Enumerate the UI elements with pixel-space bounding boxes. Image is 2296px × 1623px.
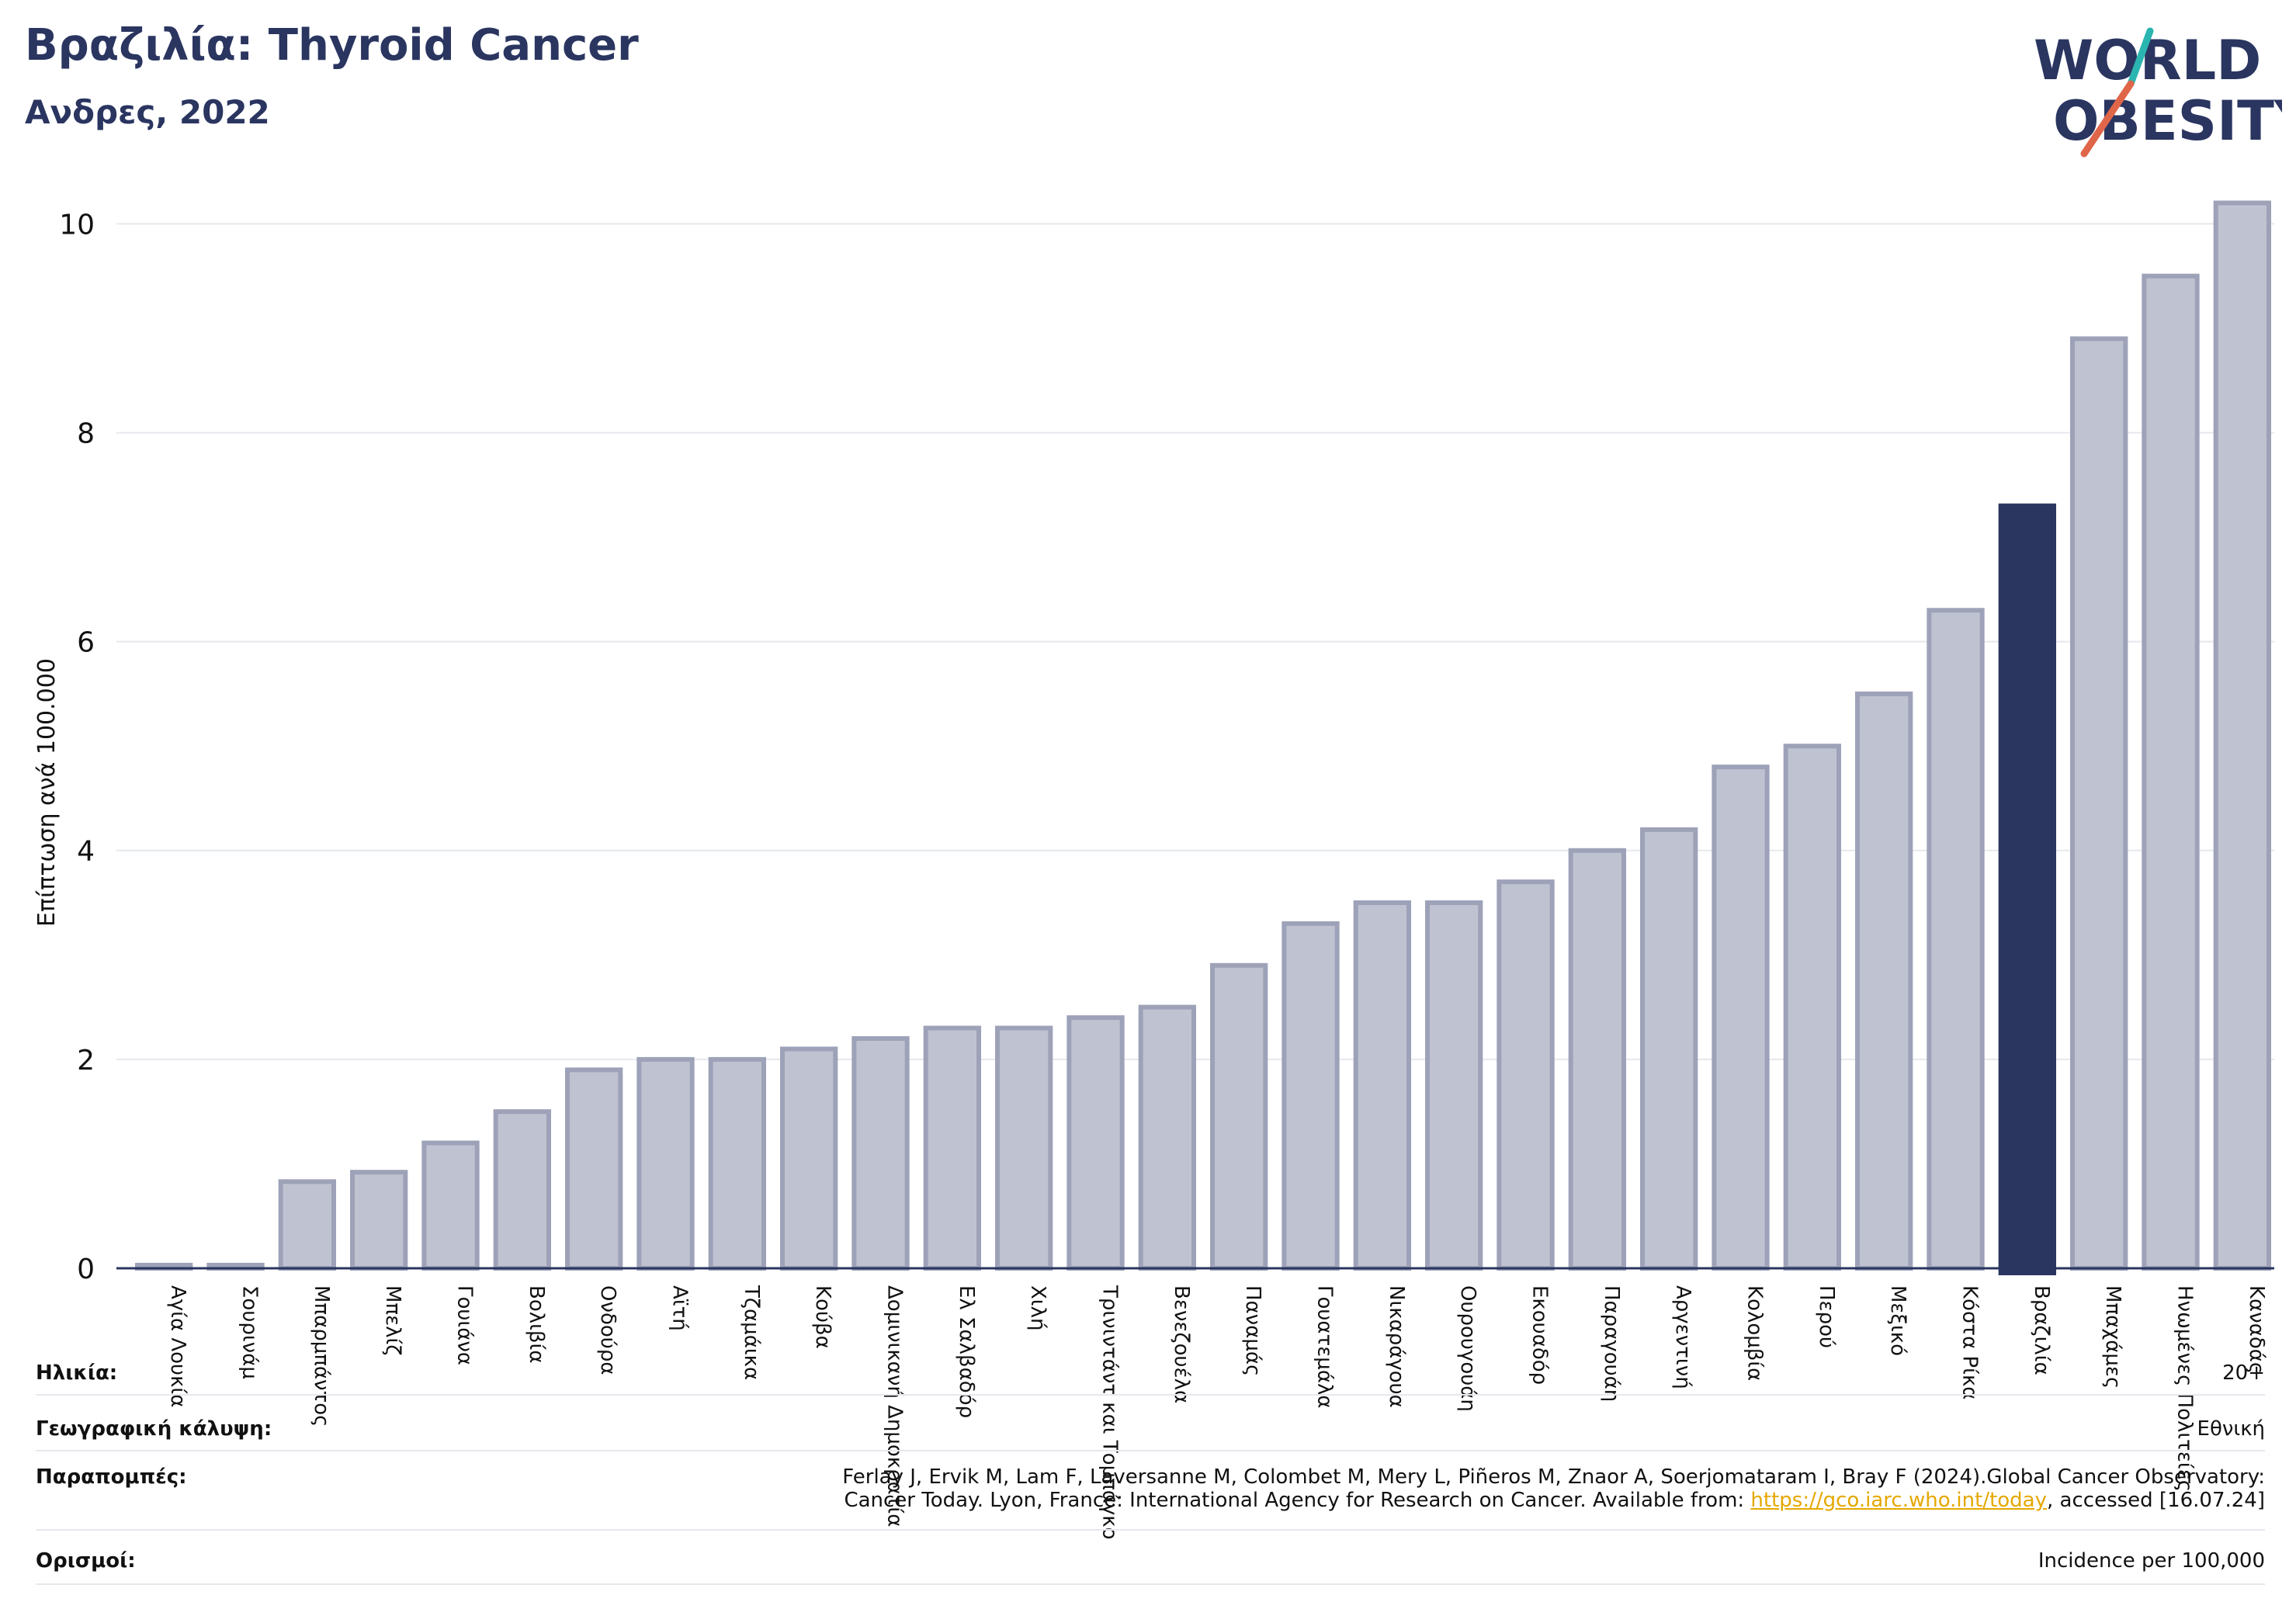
references-line-2: Cancer Today. Lyon, France: Internationa… — [842, 1489, 2265, 1512]
x-tick-label: Νικαράγουα — [1385, 1285, 1408, 1408]
x-tick-label: Καναδάς — [2245, 1285, 2268, 1374]
bar — [636, 1056, 695, 1271]
x-tick-label: Γουιάνα — [453, 1285, 477, 1365]
y-tick-label: 10 — [59, 209, 95, 241]
bar — [421, 1140, 480, 1271]
x-tick-label: Ουρουγουάη — [1456, 1285, 1479, 1412]
x-tick-label: Αργεντινή — [1671, 1285, 1694, 1389]
bar — [1783, 744, 1841, 1271]
bar — [780, 1046, 838, 1271]
x-tick-label: Περού — [1815, 1285, 1838, 1348]
x-tick-label: Μπαρμπάντος — [310, 1285, 333, 1427]
x-tick-label: Ηνωμένες Πολιτείες — [2173, 1285, 2197, 1492]
bar — [1282, 921, 1340, 1271]
references-value: Ferlay J, Ervik M, Lam F, Laversanne M, … — [842, 1465, 2265, 1512]
x-tick-label: Ονδούρα — [596, 1285, 619, 1375]
x-tick-label: Δομινικανή Δημοκρατία — [883, 1285, 907, 1527]
bar — [1927, 608, 1985, 1271]
meta-row-age: Ηλικία: 20+ — [36, 1351, 2265, 1396]
chart-subtitle: Ανδρες, 2022 — [25, 93, 270, 131]
x-tick-label: Κούβα — [811, 1285, 834, 1349]
bar — [1066, 1015, 1125, 1271]
bar — [708, 1056, 766, 1271]
x-tick-label: Σουρινάμ — [238, 1285, 262, 1379]
x-tick-label: Αϊτή — [668, 1285, 692, 1331]
bar — [1210, 962, 1268, 1271]
references-line-2-pre: Cancer Today. Lyon, France: Internationa… — [844, 1489, 1751, 1512]
bar — [2213, 200, 2271, 1271]
bar — [851, 1035, 910, 1271]
x-tick-label: Μεξικό — [1886, 1285, 1909, 1356]
y-tick-label: 8 — [77, 418, 95, 449]
x-tick-label: Μπελίζ — [381, 1285, 404, 1355]
logo-slash-teal — [2127, 27, 2154, 88]
bar — [565, 1067, 623, 1271]
coverage-label: Γεωγραφική κάλυψη: — [36, 1417, 272, 1441]
y-tick-label: 6 — [77, 627, 95, 659]
y-axis-label: Επίπτωση ανά 100.000 — [33, 658, 61, 927]
bar — [1497, 879, 1555, 1271]
world-obesity-logo: WORLD OBESITY — [2034, 27, 2282, 158]
bar — [350, 1170, 408, 1271]
bar — [1640, 827, 1698, 1271]
x-tick-label: Ελ Σαλβαδόρ — [955, 1285, 978, 1418]
x-tick-label: Κόστα Ρίκα — [1958, 1285, 1982, 1399]
bar — [1855, 691, 1913, 1271]
x-tick-label: Βραζιλία — [2030, 1285, 2053, 1375]
bar — [995, 1025, 1053, 1271]
x-tick-label: Τρινιντάντ και Τομπάγκο — [1098, 1285, 1122, 1540]
references-link[interactable]: https://gco.iarc.who.int/today — [1750, 1489, 2048, 1512]
bar — [1568, 848, 1626, 1271]
coverage-value: Εθνική — [2197, 1417, 2265, 1441]
x-tick-label: Εκουαδόρ — [1528, 1285, 1552, 1385]
bar — [1353, 900, 1411, 1271]
y-tick-label: 2 — [77, 1045, 95, 1077]
x-tick-label: Κολομβία — [1743, 1285, 1767, 1381]
y-tick-label: 0 — [77, 1254, 95, 1285]
age-label: Ηλικία: — [36, 1361, 118, 1385]
references-label: Παραπομπές: — [36, 1465, 187, 1489]
references-line-2-post: , accessed [16.07.24] — [2047, 1489, 2265, 1512]
x-tick-label: Γουατεμάλα — [1313, 1285, 1337, 1409]
age-value: 20+ — [2222, 1361, 2265, 1385]
meta-row-references: Παραπομπές: Ferlay J, Ervik M, Lam F, La… — [36, 1462, 2265, 1531]
x-tick-label: Παναμάς — [1241, 1285, 1264, 1376]
meta-row-definitions: Ορισμοί: Incidence per 100,000 — [36, 1537, 2265, 1585]
bar — [1425, 900, 1483, 1271]
definitions-label: Ορισμοί: — [36, 1549, 136, 1573]
bar — [1712, 765, 1770, 1271]
references-line-1: Ferlay J, Ervik M, Lam F, Laversanne M, … — [842, 1465, 2265, 1489]
y-tick-label: 4 — [77, 836, 95, 868]
bar — [2070, 336, 2128, 1271]
definitions-value: Incidence per 100,000 — [2038, 1549, 2265, 1573]
meta-row-coverage: Γεωγραφική κάλυψη: Εθνική — [36, 1406, 2265, 1451]
x-tick-label: Μπαχάμες — [2101, 1285, 2124, 1389]
x-tick-label: Τζαμάικα — [740, 1285, 763, 1380]
bar — [2142, 273, 2200, 1271]
x-tick-label: Αγία Λουκία — [166, 1285, 189, 1407]
bar — [1998, 503, 2056, 1275]
logo-slash-coral — [2080, 80, 2135, 158]
bar — [493, 1109, 551, 1271]
bar — [278, 1179, 336, 1271]
x-tick-label: Χιλή — [1026, 1285, 1049, 1330]
chart-title: Βραζιλία: Thyroid Cancer — [25, 20, 639, 71]
x-tick-label: Βενεζουέλα — [1170, 1285, 1193, 1403]
bar — [1138, 1004, 1196, 1271]
x-tick-label: Παραγουάη — [1600, 1285, 1623, 1402]
bar — [923, 1025, 981, 1271]
x-tick-label: Βολιβία — [525, 1285, 548, 1363]
